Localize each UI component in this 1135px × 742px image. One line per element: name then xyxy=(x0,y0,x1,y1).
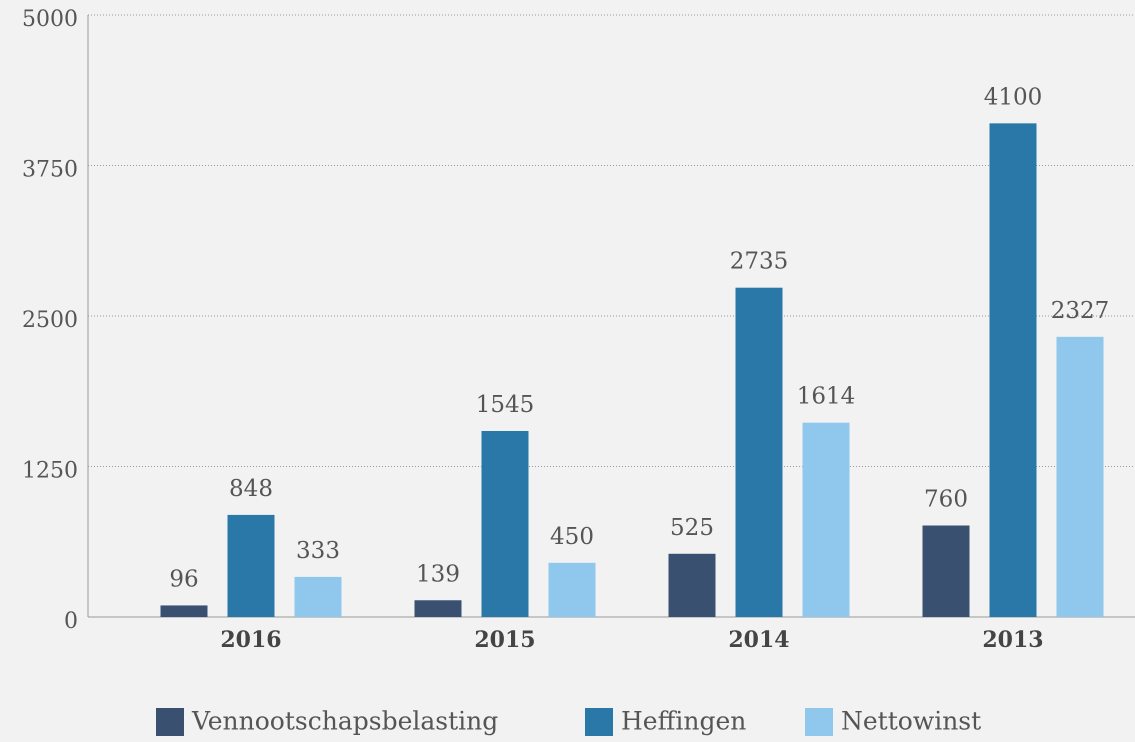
bar xyxy=(160,605,208,617)
legend-label: Nettowinst xyxy=(841,707,981,736)
bar xyxy=(294,576,342,617)
bar xyxy=(735,287,783,617)
x-tick-label: 2015 xyxy=(474,627,535,653)
value-label: 333 xyxy=(296,538,340,564)
value-label: 2735 xyxy=(730,249,789,275)
bar xyxy=(548,562,596,617)
value-label: 2327 xyxy=(1051,298,1110,324)
bar xyxy=(922,525,970,617)
y-tick-label: 5000 xyxy=(22,7,78,32)
value-label: 848 xyxy=(229,476,273,502)
value-label: 450 xyxy=(550,524,594,550)
bar xyxy=(989,123,1037,618)
legend-swatch xyxy=(156,708,184,736)
y-tick-label: 0 xyxy=(64,609,78,634)
bar xyxy=(227,514,275,617)
value-label: 525 xyxy=(670,515,714,541)
x-tick-label: 2016 xyxy=(220,627,281,653)
value-label: 1545 xyxy=(476,392,535,418)
bar xyxy=(802,422,850,617)
legend-swatch xyxy=(585,708,613,736)
y-tick-label: 1250 xyxy=(22,459,78,484)
y-tick-label: 2500 xyxy=(22,308,78,333)
bar xyxy=(481,430,529,617)
bar xyxy=(668,553,716,617)
bar xyxy=(1056,336,1104,617)
value-label: 96 xyxy=(169,566,198,592)
x-tick-label: 2013 xyxy=(982,627,1043,653)
value-label: 4100 xyxy=(984,84,1043,110)
legend-label: Vennootschapsbelasting xyxy=(191,707,498,736)
legend-label: Heffingen xyxy=(621,707,746,736)
value-label: 760 xyxy=(924,486,968,512)
value-label: 139 xyxy=(416,561,460,587)
y-tick-label: 3750 xyxy=(22,158,78,183)
bar xyxy=(414,600,462,617)
legend-swatch xyxy=(805,708,833,736)
x-tick-label: 2014 xyxy=(728,627,789,653)
value-label: 1614 xyxy=(797,384,856,410)
